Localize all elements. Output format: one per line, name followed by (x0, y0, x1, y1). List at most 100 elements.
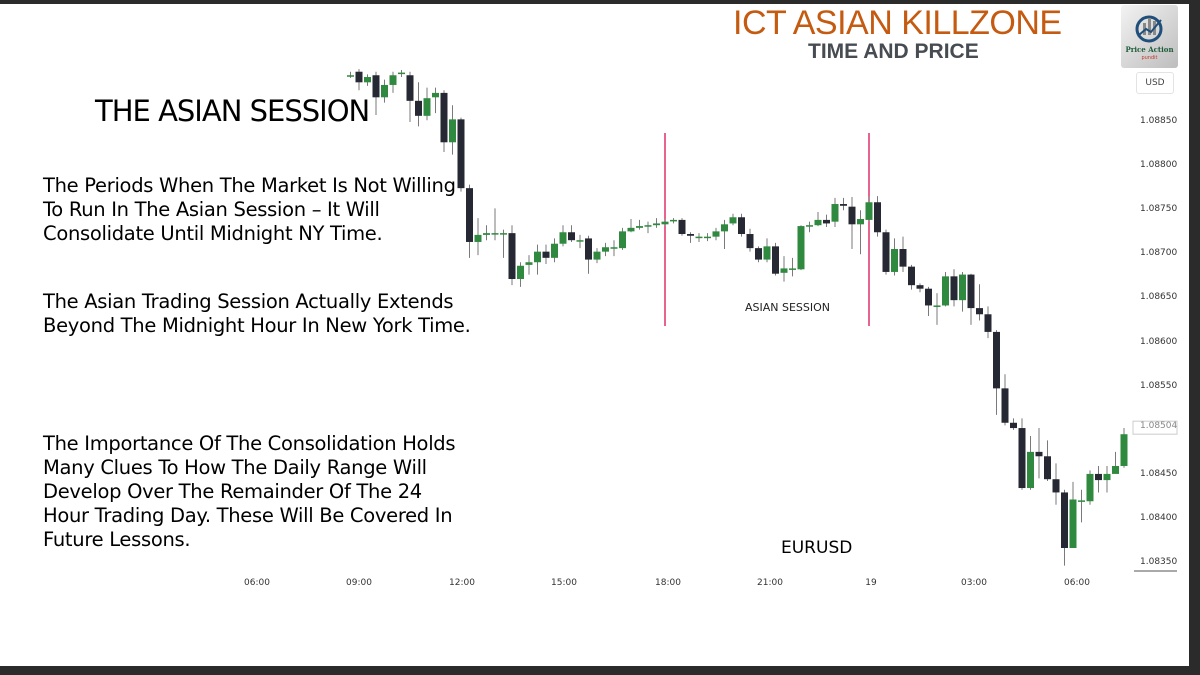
candle-body (551, 243, 558, 258)
candle (1095, 465, 1102, 493)
candle (602, 242, 609, 257)
candle (848, 196, 856, 250)
candle-body (857, 219, 864, 225)
candle-body (695, 236, 703, 239)
slide-subtitle: TIME AND PRICE (808, 40, 979, 63)
candle (755, 246, 762, 263)
price-action-pundit-logo: Price Action pundit (1121, 5, 1178, 68)
candle-body (831, 204, 839, 222)
candle-body (1086, 473, 1094, 502)
candle (670, 218, 677, 224)
candle-body (1069, 499, 1077, 549)
candle-body (678, 219, 686, 235)
time-tick-label: 19 (865, 578, 877, 588)
candle (474, 218, 482, 256)
candle-body (406, 75, 414, 101)
candle (619, 227, 626, 250)
candle-body (755, 248, 762, 260)
candle (534, 244, 541, 275)
candle-body (585, 238, 592, 260)
candle (976, 284, 983, 321)
candle-body (542, 251, 550, 258)
price-tick-label: 1.08350 (1140, 557, 1178, 567)
candle (636, 219, 643, 230)
candle (355, 69, 363, 91)
candle-body (780, 268, 788, 273)
paragraph-session-extent: The Asian Trading Session Actually Exten… (43, 290, 471, 337)
candle (551, 238, 558, 263)
candle-body (984, 314, 992, 332)
candle (857, 210, 864, 255)
candle-body (925, 288, 932, 306)
candle (712, 227, 720, 241)
candle-body (967, 274, 975, 309)
candle-body (1103, 473, 1111, 481)
candle-body (1018, 428, 1026, 489)
candle-body (933, 305, 941, 307)
time-tick-label: 09:00 (346, 578, 372, 588)
candle-body (950, 276, 958, 301)
candle (1069, 481, 1077, 549)
time-tick-label: 15:00 (551, 578, 577, 588)
time-tick-label: 06:00 (244, 578, 270, 588)
candle-body (1001, 388, 1009, 423)
candle (695, 233, 703, 242)
candle-body (1052, 479, 1060, 493)
candle (797, 225, 805, 271)
candle (491, 208, 499, 241)
candle (568, 225, 575, 242)
candle (899, 236, 907, 272)
candle (984, 306, 992, 339)
candle (729, 213, 737, 226)
candle (916, 283, 924, 293)
candle (891, 238, 898, 276)
price-tick-label: 1.08550 (1140, 380, 1178, 391)
candle-body (772, 246, 779, 274)
candle-body (1027, 451, 1034, 489)
price-tick-label: 1.08700 (1140, 248, 1178, 259)
candle-body (491, 233, 499, 235)
candle-body (423, 98, 431, 116)
candle-body (525, 262, 533, 265)
candle (831, 197, 839, 227)
candle (993, 330, 1000, 415)
candle-body (729, 217, 737, 224)
candle (372, 71, 380, 115)
price-tick-label: 1.08800 (1140, 160, 1178, 171)
candle (466, 184, 473, 258)
candle-body (942, 276, 949, 306)
candle-body (789, 268, 796, 270)
candle-body (1112, 465, 1119, 474)
candle-body (823, 219, 830, 224)
candle-body (534, 251, 541, 263)
candle-body (687, 234, 694, 236)
price-tick-label: 1.08850 (1140, 116, 1178, 126)
time-tick-label: 18:00 (655, 578, 681, 588)
candle (644, 221, 652, 234)
candle (508, 225, 516, 286)
candle (967, 273, 975, 325)
candle-body (372, 75, 380, 98)
price-tick-label: 1.08400 (1140, 512, 1178, 523)
logo-text: Price Action (1125, 45, 1174, 54)
candle (933, 293, 941, 325)
candle (1061, 489, 1068, 566)
candle (908, 264, 915, 290)
candle-body (449, 119, 456, 143)
candle-body (891, 249, 898, 272)
candle-body (721, 224, 728, 232)
chart-growth-icon (1135, 15, 1163, 43)
candle-body (568, 232, 575, 241)
candle (704, 233, 711, 242)
candle-body (848, 206, 856, 225)
candle (1027, 435, 1034, 490)
candle (780, 256, 788, 282)
candle (627, 219, 635, 233)
currency-button[interactable]: USD (1136, 72, 1174, 94)
candle-body (627, 227, 635, 232)
candle (406, 71, 414, 122)
candle (432, 87, 439, 114)
candle (423, 87, 431, 121)
candle (1052, 463, 1060, 505)
